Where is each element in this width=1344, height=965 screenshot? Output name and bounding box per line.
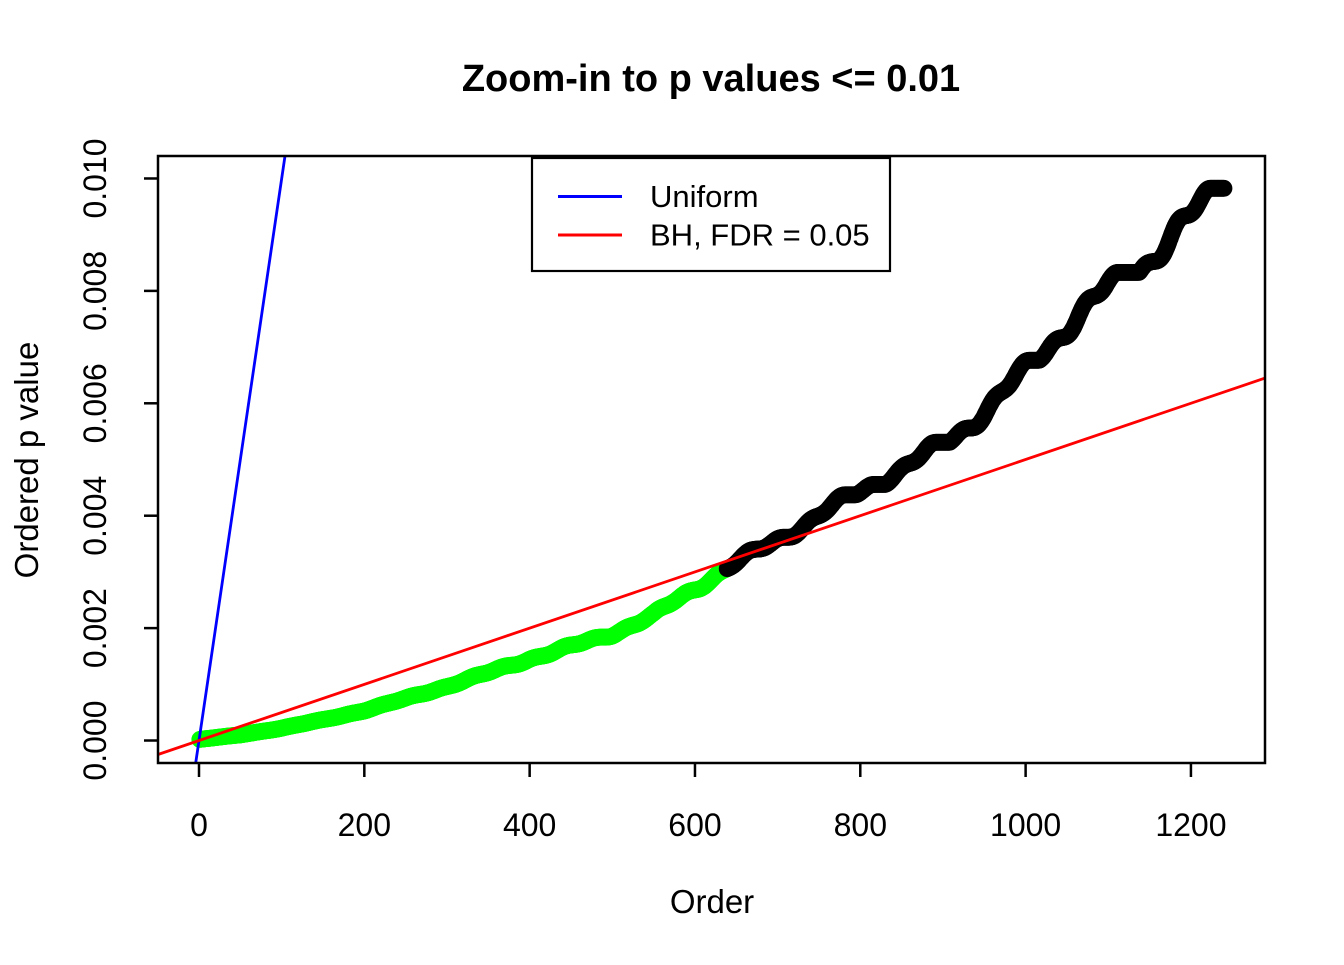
y-tick-label: 0.004: [77, 476, 113, 556]
reference-lines-layer: [157, 155, 1266, 764]
bh-fdr-reference-line: [157, 376, 1266, 756]
x-tick-label: 800: [834, 807, 887, 843]
scatter-points-layer: [191, 179, 1233, 748]
y-tick-label: 0.006: [77, 363, 113, 443]
uniform-reference-line: [194, 155, 287, 764]
legend-box: [530, 156, 892, 273]
x-tick-label: 400: [503, 807, 556, 843]
legend-uniform-label: Uniform: [650, 179, 759, 214]
y-tick-label: 0.000: [77, 700, 113, 780]
y-tick-label: 0.002: [77, 588, 113, 668]
y-tick-label: 0.008: [77, 251, 113, 331]
x-tick-label: 600: [668, 807, 721, 843]
plot-border: [156, 154, 1267, 765]
scatter-point: [1215, 179, 1233, 197]
x-tick-label: 200: [338, 807, 391, 843]
axis-ticks-layer: 0 200 400 600 800 1000 1200 0.000 0.002 0.004 0.00…: [77, 138, 1227, 843]
plot-title: Zoom-in to p values <= 0.01: [462, 58, 960, 100]
x-tick-label: 1200: [1155, 807, 1226, 843]
x-tick-label: 0: [190, 807, 208, 843]
legend-bh-label: BH, FDR = 0.05: [650, 218, 870, 253]
y-axis-label: Ordered p value: [8, 342, 45, 579]
x-tick-label: 1000: [990, 807, 1061, 843]
legend: Uniform BH, FDR = 0.05: [530, 156, 892, 273]
y-tick-label: 0.010: [77, 138, 113, 218]
x-axis-label: Order: [670, 883, 754, 920]
